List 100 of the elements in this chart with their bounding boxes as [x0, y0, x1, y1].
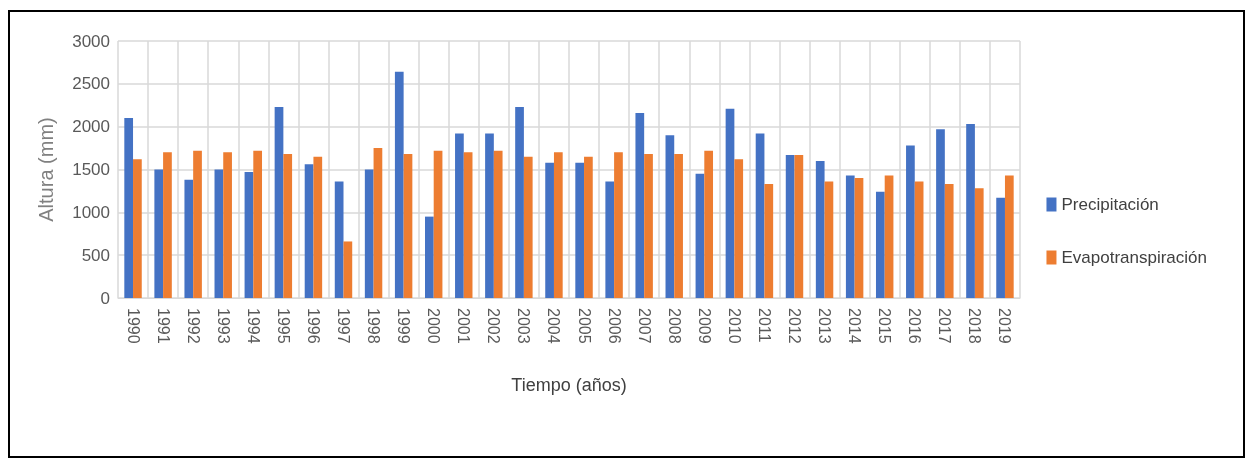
bar: [433, 150, 443, 298]
x-tick-label: 2008: [665, 308, 683, 344]
bar: [553, 152, 563, 298]
bar: [493, 150, 503, 298]
x-tick-label: 2005: [575, 308, 593, 344]
bar: [914, 181, 924, 298]
bar: [584, 156, 593, 298]
x-tick-label: 2009: [695, 308, 713, 344]
x-tick-label: 2017: [936, 308, 954, 344]
bar: [214, 169, 224, 298]
x-tick-label: 2010: [725, 308, 743, 344]
bar: [1004, 175, 1014, 298]
bar: [665, 135, 675, 298]
x-tick-label: 2006: [605, 308, 623, 344]
bar: [996, 197, 1005, 298]
x-tick-label: 1994: [244, 308, 262, 344]
bar: [193, 150, 202, 298]
bar: [575, 162, 585, 298]
bar: [334, 181, 344, 298]
x-tick-label: 1997: [335, 308, 352, 344]
x-axis-title: Tiempo (años): [511, 375, 627, 395]
x-tick-label: 2007: [635, 308, 653, 344]
bar: [313, 156, 323, 298]
bar: [403, 154, 413, 298]
x-tick-label: 2015: [876, 308, 894, 344]
x-tick-label: 2018: [966, 308, 984, 344]
bar: [875, 191, 885, 298]
bar: [373, 148, 383, 298]
bar: [523, 156, 533, 298]
bar: [545, 162, 554, 298]
bar: [163, 152, 172, 298]
bar: [906, 145, 915, 298]
bar: [704, 150, 714, 298]
bar: [845, 175, 855, 298]
x-tick-label: 2013: [816, 308, 834, 344]
bar: [343, 241, 353, 298]
x-tick-label: 1995: [274, 308, 292, 344]
bar: [815, 160, 825, 298]
y-tick-label: 500: [81, 245, 110, 265]
y-tick-label: 2000: [72, 117, 110, 137]
bar: [424, 216, 434, 298]
bar: [695, 173, 705, 298]
y-tick-label: 2500: [72, 74, 110, 94]
x-tick-label: 1993: [214, 308, 232, 344]
bar: [884, 175, 894, 298]
y-tick-label: 3000: [72, 31, 110, 51]
bar: [253, 150, 263, 298]
bar: [223, 152, 232, 298]
x-tick-label: 1992: [184, 308, 202, 344]
bar: [283, 154, 293, 298]
bar: [635, 112, 645, 298]
x-tick-label: 1996: [304, 308, 322, 344]
bar: [974, 188, 984, 298]
bar: [966, 124, 975, 298]
bar: [755, 133, 765, 298]
y-tick-label: 1500: [72, 160, 110, 179]
bar: [244, 172, 254, 298]
bar: [644, 154, 653, 298]
legend-label: Evapotranspiración: [1061, 248, 1207, 267]
y-axis-title: Altura (mm): [35, 117, 57, 222]
y-tick-label: 0: [100, 288, 110, 308]
y-tick-label: 1000: [72, 202, 110, 222]
bar: [674, 154, 683, 298]
x-tick-label: 2012: [786, 308, 803, 344]
bar: [154, 169, 164, 298]
bar: [944, 184, 954, 298]
x-tick-label: 1998: [365, 308, 383, 344]
x-tick-label: 1990: [124, 308, 142, 344]
bar: [463, 152, 473, 298]
x-tick-label: 2000: [425, 308, 443, 344]
x-tick-label: 2011: [755, 308, 773, 343]
bar: [936, 129, 945, 298]
x-tick-label: 1991: [154, 308, 172, 344]
bar: [133, 159, 142, 298]
x-tick-label: 2001: [455, 308, 473, 344]
bar: [614, 152, 623, 298]
x-tick-label: 2004: [545, 308, 563, 344]
bar: [785, 154, 795, 298]
bar: [854, 178, 864, 298]
bar: [455, 133, 464, 298]
bar: [394, 71, 404, 298]
bar: [485, 133, 494, 298]
bar: [734, 159, 744, 298]
bar: [304, 164, 314, 298]
bar: [605, 181, 615, 298]
bar: [515, 106, 524, 298]
bar: [725, 108, 735, 298]
legend-label: Precipitación: [1061, 195, 1159, 214]
x-tick-label: 2016: [906, 308, 924, 344]
bar: [124, 118, 134, 298]
x-tick-label: 2003: [515, 308, 533, 344]
x-tick-label: 2002: [485, 308, 503, 344]
x-tick-label: 2019: [996, 308, 1014, 344]
bar: [764, 184, 774, 298]
bar: [274, 106, 284, 298]
bar: [794, 154, 804, 298]
x-tick-label: 1999: [395, 308, 413, 344]
x-tick-label: 2014: [846, 308, 864, 344]
bar: [184, 179, 194, 298]
bar: [364, 169, 374, 298]
